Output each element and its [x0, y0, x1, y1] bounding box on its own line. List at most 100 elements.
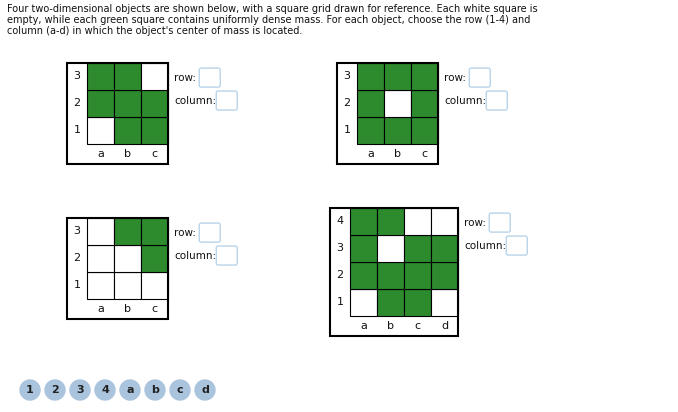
- Bar: [67, 63, 168, 164]
- Text: 4: 4: [101, 385, 109, 395]
- Bar: [87, 245, 115, 272]
- Bar: [384, 117, 412, 144]
- Bar: [141, 218, 168, 245]
- Bar: [115, 245, 141, 272]
- Bar: [431, 208, 458, 235]
- Text: row:: row:: [174, 73, 196, 82]
- Bar: [404, 289, 431, 316]
- Text: b: b: [151, 385, 159, 395]
- Text: row:: row:: [444, 73, 466, 82]
- Bar: [141, 272, 168, 299]
- Bar: [412, 117, 438, 144]
- Bar: [87, 63, 115, 90]
- Text: column (a-d) in which the object's center of mass is located.: column (a-d) in which the object's cente…: [7, 26, 302, 36]
- Text: c: c: [415, 321, 421, 331]
- Text: 1: 1: [26, 385, 34, 395]
- Text: column:: column:: [174, 96, 216, 105]
- Text: 3: 3: [336, 243, 344, 253]
- Text: a: a: [126, 385, 134, 395]
- Text: row:: row:: [174, 227, 196, 238]
- Circle shape: [20, 380, 40, 400]
- Text: row:: row:: [464, 218, 486, 227]
- Text: 2: 2: [51, 385, 59, 395]
- Bar: [431, 235, 458, 262]
- Circle shape: [120, 380, 140, 400]
- Circle shape: [170, 380, 190, 400]
- Text: column:: column:: [444, 96, 486, 105]
- Bar: [141, 245, 168, 272]
- Bar: [115, 117, 141, 144]
- Text: 2: 2: [336, 270, 344, 280]
- FancyBboxPatch shape: [199, 68, 220, 87]
- Bar: [431, 289, 458, 316]
- Bar: [412, 90, 438, 117]
- Bar: [357, 63, 384, 90]
- Bar: [330, 208, 458, 336]
- Bar: [87, 218, 115, 245]
- Bar: [115, 90, 141, 117]
- Bar: [115, 272, 141, 299]
- Bar: [337, 63, 438, 164]
- Bar: [141, 90, 168, 117]
- Text: c: c: [422, 149, 428, 159]
- Text: d: d: [441, 321, 448, 331]
- FancyBboxPatch shape: [486, 91, 507, 110]
- Bar: [384, 90, 412, 117]
- FancyBboxPatch shape: [199, 223, 220, 242]
- Circle shape: [45, 380, 65, 400]
- Bar: [404, 235, 431, 262]
- Bar: [141, 117, 168, 144]
- Bar: [351, 208, 377, 235]
- Text: 1: 1: [74, 280, 81, 290]
- FancyBboxPatch shape: [469, 68, 490, 87]
- Circle shape: [95, 380, 115, 400]
- Text: 2: 2: [73, 98, 81, 108]
- Bar: [115, 63, 141, 90]
- Bar: [412, 63, 438, 90]
- Text: 1: 1: [344, 125, 351, 135]
- Text: a: a: [98, 149, 104, 159]
- Text: 1: 1: [336, 297, 344, 307]
- Text: c: c: [177, 385, 183, 395]
- Bar: [67, 218, 168, 319]
- Text: 4: 4: [336, 216, 344, 226]
- FancyBboxPatch shape: [490, 213, 511, 232]
- Bar: [377, 235, 404, 262]
- Text: 3: 3: [74, 71, 81, 81]
- Bar: [87, 90, 115, 117]
- Text: a: a: [360, 321, 367, 331]
- Text: a: a: [367, 149, 374, 159]
- Bar: [141, 63, 168, 90]
- Bar: [87, 272, 115, 299]
- Text: 3: 3: [74, 226, 81, 236]
- Circle shape: [145, 380, 165, 400]
- Text: 3: 3: [344, 71, 351, 81]
- Bar: [351, 289, 377, 316]
- Text: 1: 1: [74, 125, 81, 135]
- Text: Four two-dimensional objects are shown below, with a square grid drawn for refer: Four two-dimensional objects are shown b…: [7, 4, 538, 14]
- Text: b: b: [124, 149, 132, 159]
- FancyBboxPatch shape: [506, 236, 527, 255]
- Text: empty, while each green square contains uniformly dense mass. For each object, c: empty, while each green square contains …: [7, 15, 530, 25]
- Text: 3: 3: [76, 385, 84, 395]
- Text: c: c: [152, 304, 158, 314]
- Bar: [404, 262, 431, 289]
- Circle shape: [70, 380, 90, 400]
- Bar: [87, 117, 115, 144]
- Text: column:: column:: [174, 250, 216, 260]
- Text: 2: 2: [73, 253, 81, 263]
- FancyBboxPatch shape: [216, 91, 237, 110]
- Bar: [431, 262, 458, 289]
- Bar: [351, 262, 377, 289]
- Bar: [357, 90, 384, 117]
- Bar: [357, 117, 384, 144]
- Text: a: a: [98, 304, 104, 314]
- FancyBboxPatch shape: [216, 246, 237, 265]
- Bar: [404, 208, 431, 235]
- Text: b: b: [124, 304, 132, 314]
- Bar: [384, 63, 412, 90]
- Bar: [377, 289, 404, 316]
- Text: c: c: [152, 149, 158, 159]
- Bar: [377, 262, 404, 289]
- Bar: [351, 235, 377, 262]
